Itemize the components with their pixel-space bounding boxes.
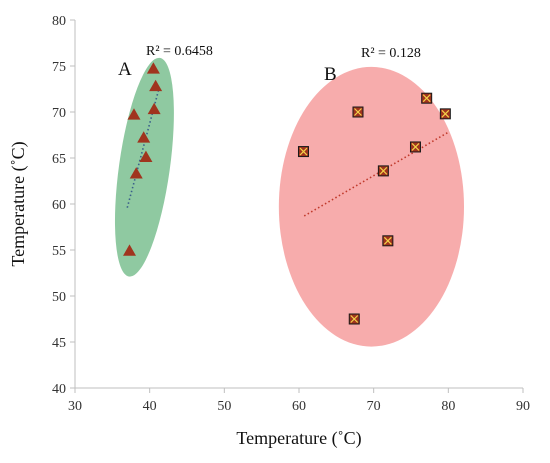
data-points bbox=[123, 62, 451, 325]
x-tick-label: 60 bbox=[292, 399, 306, 414]
y-tick-label: 80 bbox=[52, 14, 66, 29]
cluster-ellipses bbox=[114, 57, 465, 347]
y-tick-label: 45 bbox=[52, 336, 66, 351]
y-tick-label: 70 bbox=[52, 106, 66, 121]
y-tick-label: 50 bbox=[52, 290, 66, 305]
x-tick-label: 40 bbox=[143, 399, 157, 414]
group-a-point bbox=[147, 102, 161, 115]
group-a-r2-label: R² = 0.6458 bbox=[146, 44, 213, 59]
group-b-point bbox=[352, 106, 364, 118]
group-b-r2-label: R² = 0.128 bbox=[361, 46, 421, 61]
y-tick-label: 40 bbox=[52, 382, 66, 397]
group-a-point bbox=[129, 167, 143, 179]
group-a-label: A bbox=[118, 59, 132, 80]
group-b-point bbox=[297, 146, 309, 158]
group-a-point bbox=[149, 79, 163, 92]
x-axis-title: Temperature (˚C) bbox=[236, 428, 361, 449]
y-tick-label: 60 bbox=[52, 198, 66, 213]
group-a-point bbox=[139, 150, 153, 162]
y-tick-label: 75 bbox=[52, 60, 66, 75]
x-tick-label: 90 bbox=[516, 399, 530, 414]
group-b-point bbox=[439, 108, 451, 120]
x-tick-label: 30 bbox=[68, 399, 82, 414]
y-axis-title: Temperature (˚C) bbox=[8, 141, 29, 266]
group-a-point bbox=[146, 62, 160, 74]
group-b-ellipse bbox=[278, 66, 465, 347]
group-b-point bbox=[348, 313, 360, 325]
y-tick-label: 55 bbox=[52, 244, 66, 259]
group-a-point bbox=[137, 131, 151, 143]
group-b-label: B bbox=[324, 64, 337, 85]
group-a-ellipse bbox=[114, 57, 174, 277]
group-b-point bbox=[377, 165, 389, 177]
trendlines bbox=[126, 89, 449, 217]
annotations: A R² = 0.6458 B R² = 0.128 bbox=[118, 44, 421, 85]
group-a-trendline bbox=[126, 89, 160, 208]
x-tick-label: 70 bbox=[367, 399, 381, 414]
x-tick-label: 80 bbox=[441, 399, 455, 414]
group-b-point bbox=[421, 92, 433, 104]
group-b-point bbox=[382, 235, 394, 247]
group-a-point bbox=[123, 244, 137, 256]
group-a-point bbox=[127, 108, 141, 120]
y-tick-label: 65 bbox=[52, 152, 66, 167]
group-b-point bbox=[409, 141, 421, 153]
x-tick-label: 50 bbox=[217, 399, 231, 414]
